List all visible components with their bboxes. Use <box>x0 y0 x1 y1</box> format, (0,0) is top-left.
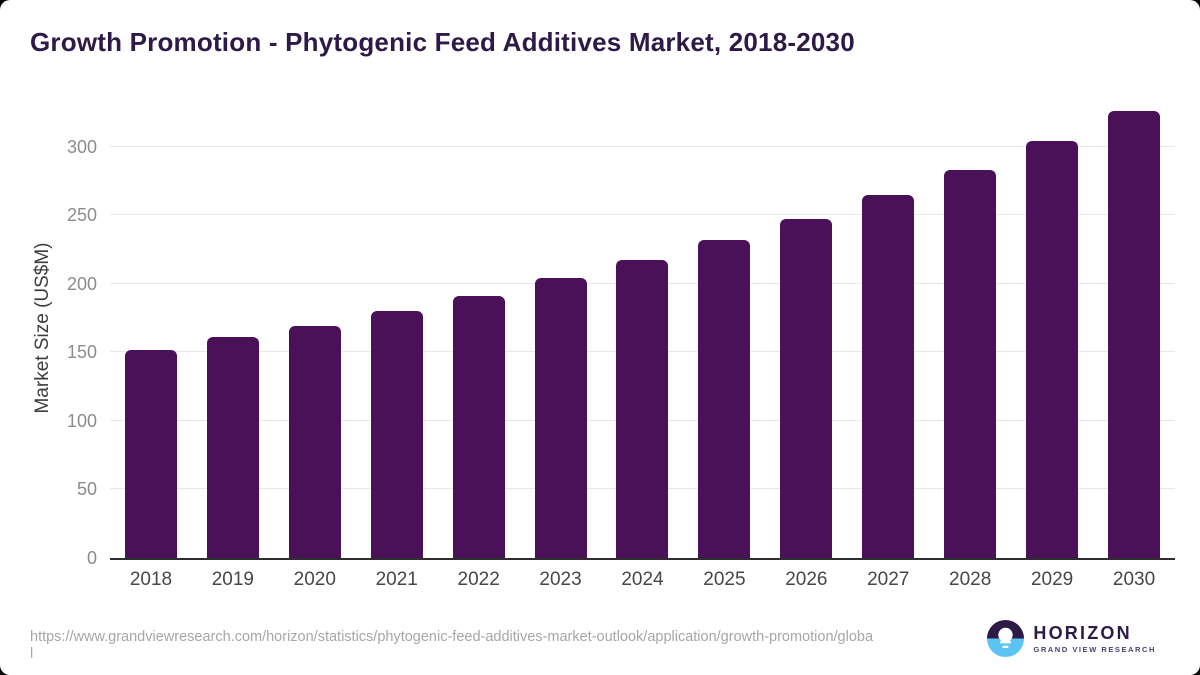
bars-layer <box>110 100 1175 558</box>
y-tick-label-300: 300 <box>66 136 97 157</box>
bar-2028 <box>944 169 997 558</box>
y-axis-title: Market Size (US$M) <box>32 242 53 414</box>
bar-2022 <box>452 296 505 558</box>
x-tick-label-2020: 2020 <box>293 569 336 590</box>
x-tick-label-2030: 2030 <box>1112 569 1156 590</box>
bar-2019 <box>206 337 259 558</box>
horizon-logo: HORIZON GRAND VIEW RESEARCH <box>987 620 1156 657</box>
bar-2021 <box>370 311 423 558</box>
x-axis-tick-labels: 2018 2019 2020 2021 2022 2023 2024 2025 2026 2027… <box>110 569 1175 591</box>
x-tick-label-2021: 2021 <box>375 569 418 590</box>
y-axis-tick-labels: 0 50 100 150 200 250 300 <box>67 100 1175 567</box>
x-tick-label-2022: 2022 <box>457 569 500 590</box>
horizon-logo-icon <box>987 620 1025 657</box>
x-tick-label-2025: 2025 <box>703 569 746 590</box>
logo-text: HORIZON GRAND VIEW RESEARCH <box>1033 624 1156 654</box>
y-tick-label-50: 50 <box>76 479 97 500</box>
gridline-300 <box>110 145 1175 147</box>
x-tick-label-2027: 2027 <box>867 569 910 590</box>
bar-2025 <box>698 239 751 558</box>
y-tick-label-250: 250 <box>66 205 97 226</box>
chart-title: Growth Promotion - Phytogenic Feed Addit… <box>30 27 855 57</box>
bar-2029 <box>1026 141 1079 558</box>
y-tick-label-150: 150 <box>66 342 97 363</box>
x-tick-label-2026: 2026 <box>785 569 828 590</box>
bar-2030 <box>1108 110 1161 558</box>
x-tick-label-2019: 2019 <box>211 569 255 590</box>
gridline-250 <box>110 214 1175 216</box>
x-tick-label-2029: 2029 <box>1030 569 1074 590</box>
x-tick-label-2018: 2018 <box>129 569 173 590</box>
y-tick-label-100: 100 <box>66 410 97 431</box>
bar-chart: 0 50 100 150 200 250 300 <box>67 100 1175 567</box>
y-tick-label-0: 0 <box>86 548 97 568</box>
source-url: https://www.grandviewresearch.com/horizo… <box>30 629 874 662</box>
bar-2020 <box>288 326 341 558</box>
logo-brand: HORIZON <box>1033 622 1132 643</box>
bar-2023 <box>534 278 587 558</box>
bar-2024 <box>616 260 669 558</box>
x-tick-label-2024: 2024 <box>621 569 664 590</box>
bar-2027 <box>862 194 915 558</box>
bar-2018 <box>124 349 177 558</box>
y-tick-label-200: 200 <box>66 273 97 294</box>
bar-2026 <box>780 219 833 558</box>
x-tick-label-2028: 2028 <box>949 569 992 590</box>
logo-tagline: GRAND VIEW RESEARCH <box>1033 644 1156 654</box>
x-tick-label-2023: 2023 <box>539 569 582 590</box>
